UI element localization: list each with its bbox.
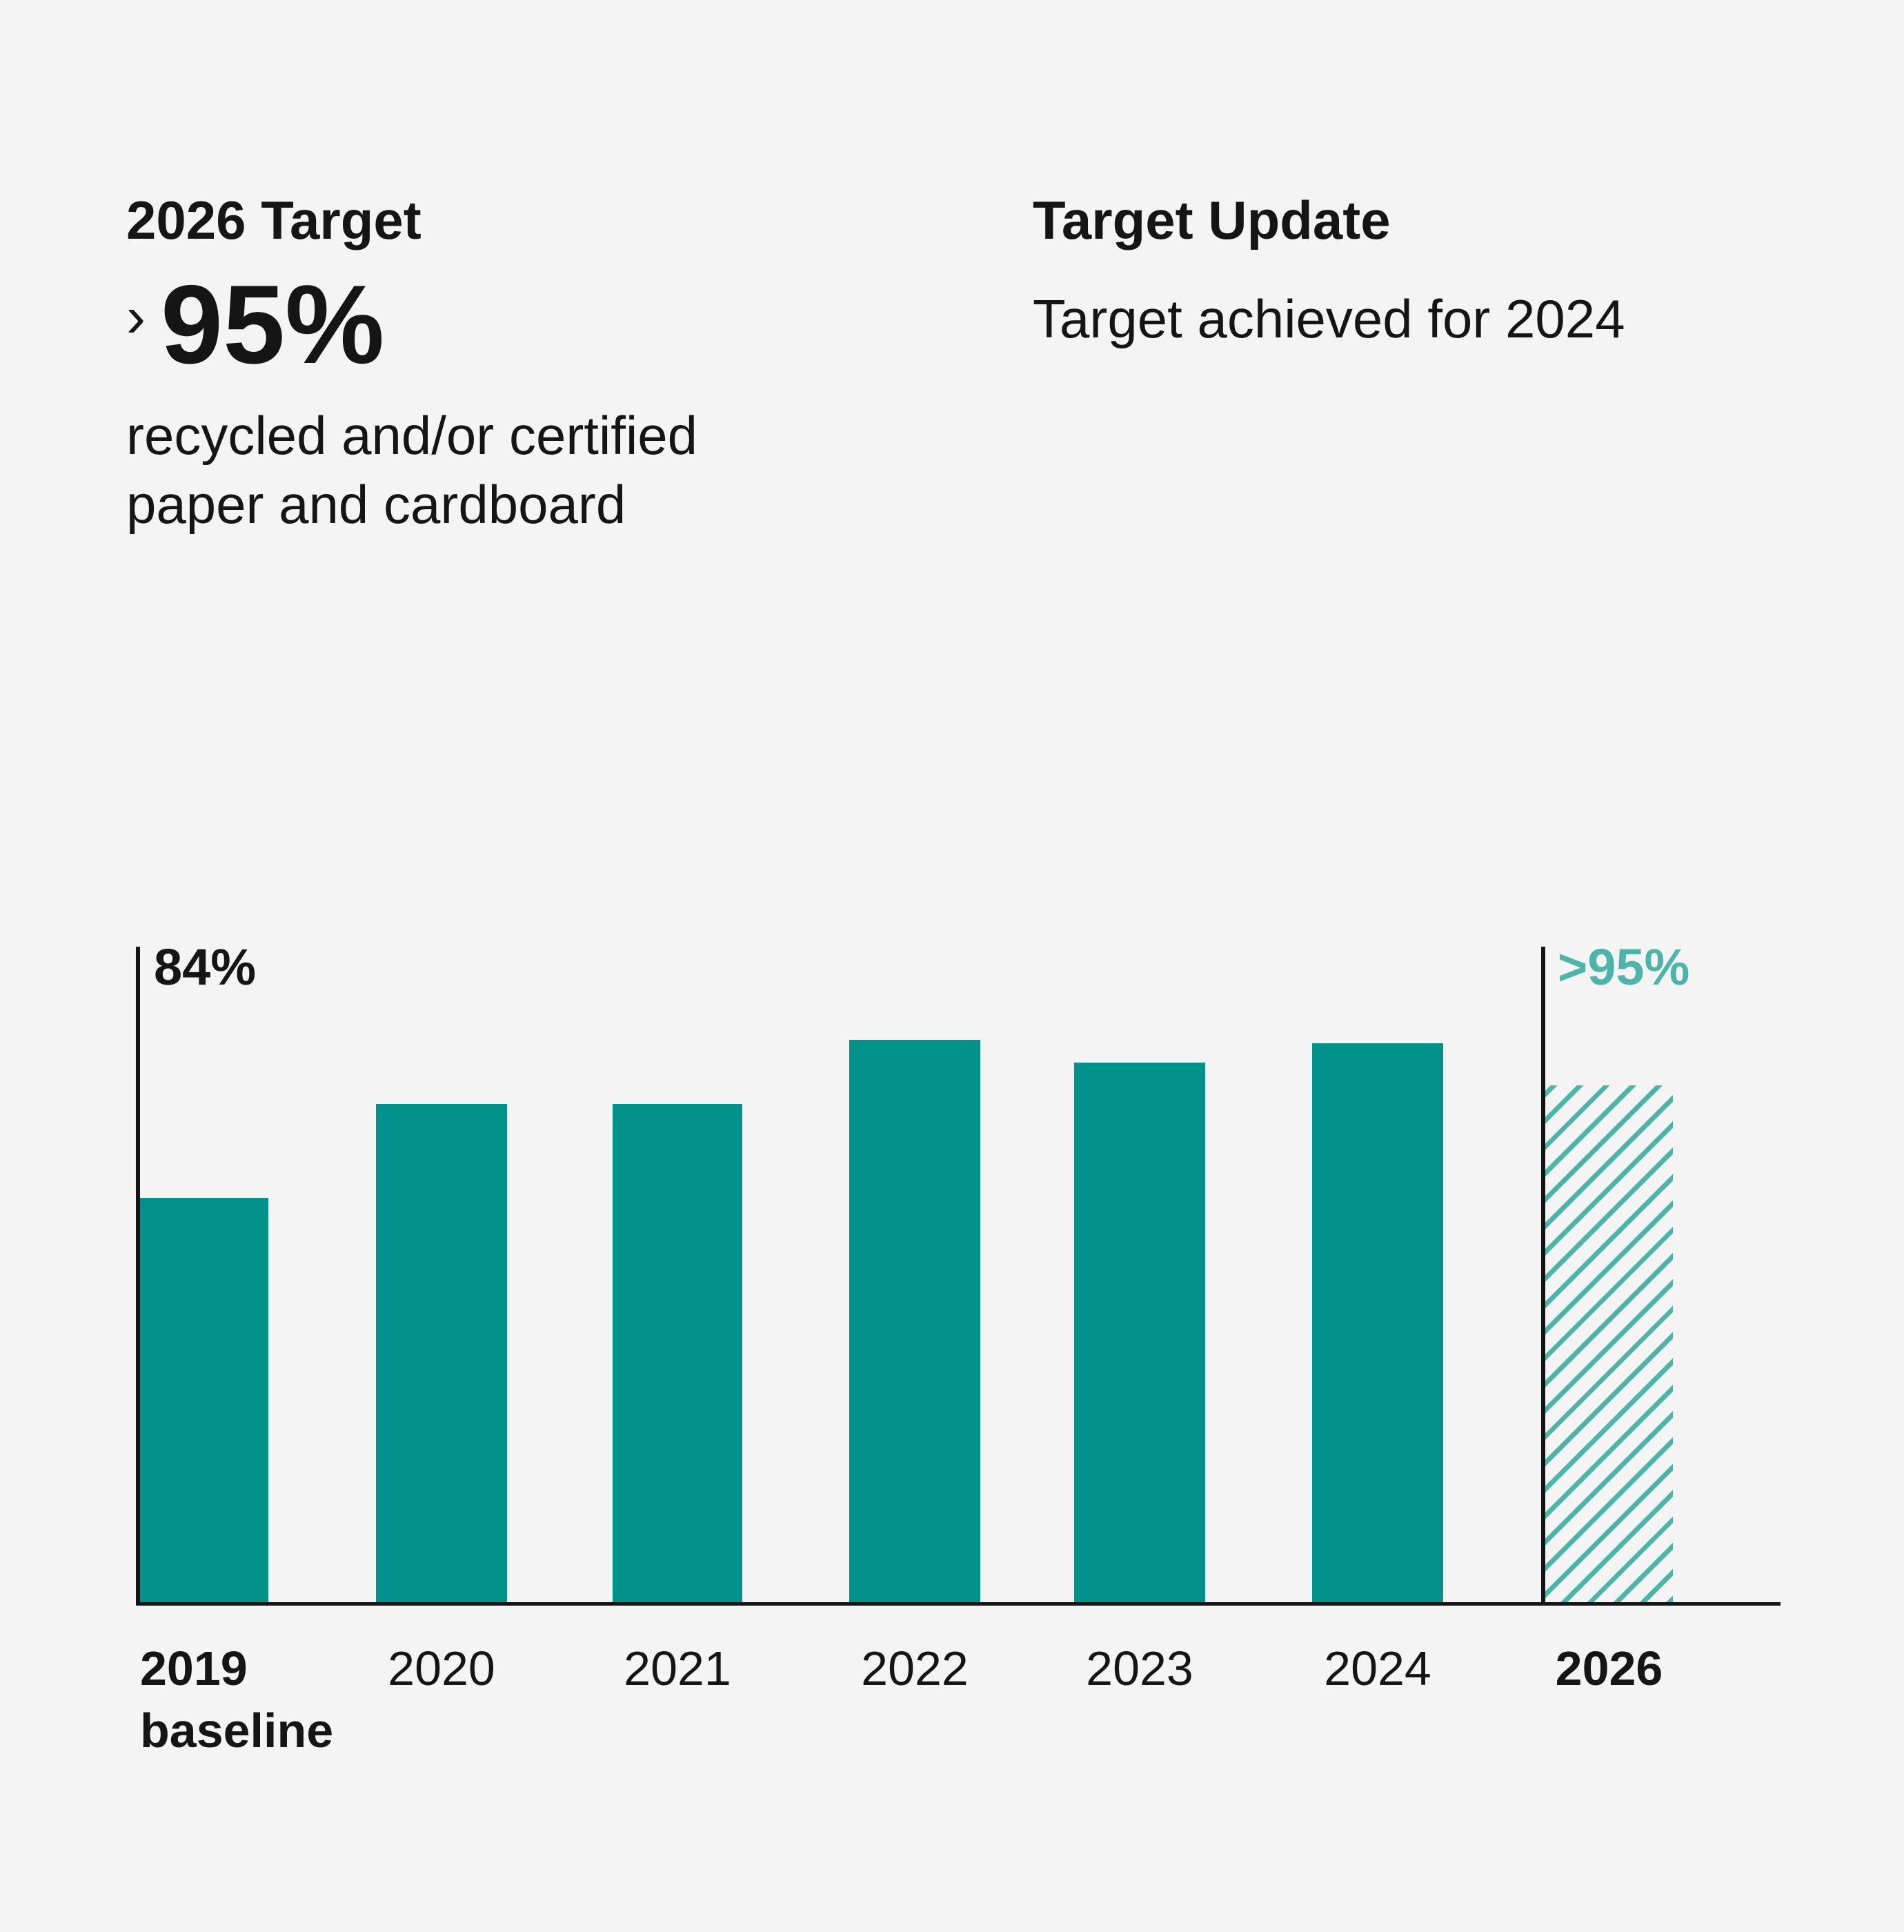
x-axis-line [136, 1602, 1781, 1606]
bar-2019 [140, 1198, 268, 1602]
bar-2024 [1312, 1043, 1443, 1602]
target-value: › 95% [126, 269, 384, 381]
bar-2026 [1545, 1085, 1673, 1602]
target-description: recycled and/or certified paper and card… [126, 401, 697, 539]
greater-than-chevron-icon: › [126, 284, 146, 349]
bar-2022 [849, 1040, 980, 1602]
target-description-line1: recycled and/or certified [126, 405, 698, 466]
target-value-label: >95% [1558, 938, 1690, 996]
update-status-text: Target achieved for 2024 [1033, 288, 1625, 349]
x-axis-label-2023: 2023 [1086, 1642, 1193, 1695]
target-value-number: 95% [160, 262, 385, 387]
x-axis-label-2024: 2024 [1324, 1642, 1431, 1695]
target-description-line2: paper and cardboard [126, 474, 626, 535]
x-axis-label-2020: 2020 [388, 1642, 495, 1695]
target-axis-line [1541, 947, 1545, 1604]
x-axis-label-2021: 2021 [624, 1642, 731, 1695]
x-axis-label-2019: 2019 baseline [140, 1642, 334, 1757]
bar-2021 [613, 1104, 742, 1602]
bar-2023 [1074, 1063, 1205, 1602]
x-axis-label-2026: 2026 [1555, 1642, 1663, 1695]
bar-2020 [376, 1104, 507, 1602]
baseline-axis-line [136, 947, 140, 1604]
baseline-value-label: 84% [154, 938, 257, 996]
update-block-title: Target Update [1033, 190, 1391, 250]
x-axis-label-2022: 2022 [861, 1642, 969, 1695]
target-block-title: 2026 Target [126, 190, 422, 250]
